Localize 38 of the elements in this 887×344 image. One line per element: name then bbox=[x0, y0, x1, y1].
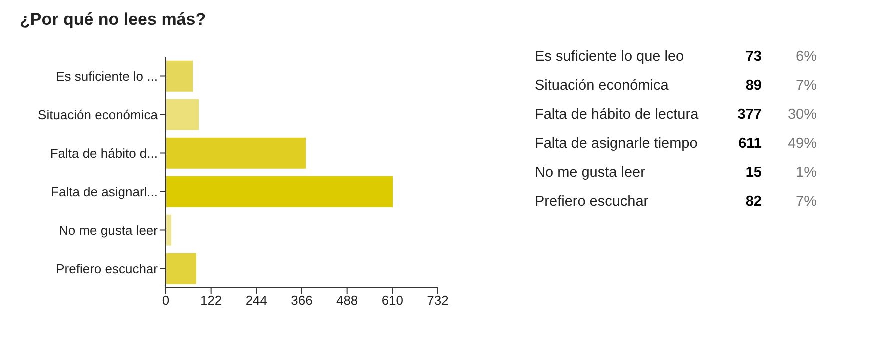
y-tick-label: Prefiero escuchar bbox=[56, 261, 159, 276]
category-label: No me gusta leer bbox=[535, 164, 646, 180]
category-label: Situación económica bbox=[535, 78, 670, 94]
data-label: 7% bbox=[795, 194, 817, 210]
y-tick-label: Es suficiente lo ... bbox=[56, 68, 158, 84]
category-label: Falta de hábito de lectura bbox=[535, 106, 700, 122]
x-tick-label: 610 bbox=[382, 293, 404, 308]
x-tick-label: 0 bbox=[162, 293, 170, 308]
x-tick-label: 244 bbox=[246, 293, 268, 308]
y-tick-label: Falta de hábito d... bbox=[50, 146, 158, 161]
bar bbox=[166, 99, 200, 130]
data-label: 1% bbox=[795, 164, 817, 180]
data-label: 73 bbox=[744, 48, 762, 64]
data-label: 6% bbox=[795, 48, 817, 64]
x-tick-label: 488 bbox=[336, 293, 358, 308]
bar bbox=[166, 60, 194, 92]
bar bbox=[166, 214, 172, 246]
y-tick-label: Falta de asignarl... bbox=[51, 184, 158, 200]
data-label: 611 bbox=[738, 136, 762, 152]
x-tick-label: 366 bbox=[291, 293, 313, 308]
data-label: 89 bbox=[744, 78, 762, 94]
data-label: 7% bbox=[795, 78, 817, 94]
category-label: Prefiero escuchar bbox=[535, 194, 650, 210]
bar bbox=[166, 176, 394, 208]
bar bbox=[166, 138, 306, 169]
data-label: 49% bbox=[786, 136, 817, 152]
chart-title: ¿Por qué no lees más? bbox=[20, 10, 206, 30]
y-tick-label: Situación económica bbox=[38, 107, 159, 122]
bar bbox=[166, 253, 196, 284]
category-label: Falta de asignarle tiempo bbox=[535, 136, 699, 152]
x-tick-label: 122 bbox=[200, 293, 222, 308]
data-label: 30% bbox=[786, 106, 817, 122]
data-label: 15 bbox=[744, 164, 762, 180]
data-label: 82 bbox=[744, 194, 762, 210]
x-tick-label: 732 bbox=[427, 293, 449, 308]
category-label: Es suficiente lo que leo bbox=[535, 48, 686, 64]
data-label: 377 bbox=[736, 106, 762, 122]
y-tick-label: No me gusta leer bbox=[59, 222, 159, 238]
